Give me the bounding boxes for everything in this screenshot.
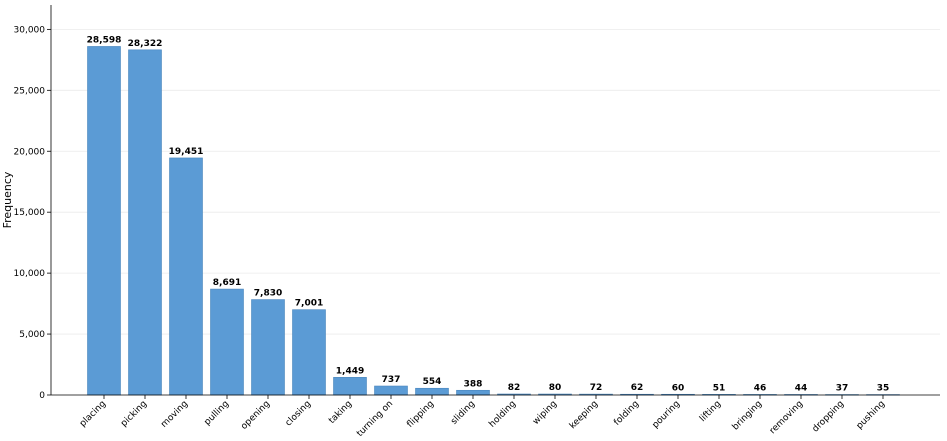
x-tick-label: placing [78,399,108,429]
y-tick-label: 0 [39,391,45,401]
x-tick-label: keeping [568,399,600,431]
bar-flipping [415,387,449,396]
data-label: 7,830 [254,289,282,299]
x-tick-label: picking [119,399,149,429]
data-label: 44 [795,383,808,393]
data-label: 1,449 [336,366,364,376]
data-label: 28,322 [128,39,163,49]
y-axis-ticks: 0 5,000 10,000 15,000 20,000 25,000 30,000 [14,25,51,401]
x-tick-label: turning on [355,399,395,436]
y-tick-label: 20,000 [14,147,46,157]
y-tick-label: 5,000 [19,330,45,340]
axes [50,5,940,396]
y-tick-label: 30,000 [14,25,46,35]
data-label: 46 [754,383,767,393]
x-tick-label: pulling [203,399,232,428]
data-label: 62 [631,383,644,393]
x-tick-label: sliding [449,399,477,427]
x-tick-label: pushing [855,399,887,431]
y-tick-label: 25,000 [14,86,46,96]
data-label: 554 [423,377,442,387]
bar-pulling [210,288,244,396]
data-label: 19,451 [169,147,204,157]
x-tick-label: opening [239,399,272,432]
data-label: 37 [836,384,849,394]
bar-taking [333,377,367,396]
data-labels: 28,598 28,322 19,451 8,691 7,830 7,001 1,449 73… [87,35,890,393]
data-label: 80 [549,383,562,393]
x-tick-label: pouring [651,399,682,430]
data-label: 35 [877,384,890,394]
y-tick-label: 15,000 [14,208,46,218]
bar-closing [292,309,326,396]
x-tick-label: moving [159,399,190,430]
data-label: 28,598 [87,35,122,45]
data-label: 51 [713,383,726,393]
x-axis-ticks: placing picking moving pulling opening closin… [78,395,887,439]
bars [87,46,900,396]
x-tick-label: dropping [811,399,846,434]
x-tick-label: lifting [698,399,723,424]
bar-moving [169,157,203,396]
x-tick-label: bringing [731,399,764,432]
data-label: 8,691 [213,278,241,288]
y-axis-title: Frequency [1,171,14,228]
x-tick-label: removing [768,399,805,436]
y-tick-label: 10,000 [14,269,46,279]
bar-opening [251,299,285,396]
x-tick-label: flipping [405,399,436,430]
data-label: 737 [382,375,401,385]
data-label: 7,001 [295,299,323,309]
data-label: 388 [464,379,483,389]
data-label: 60 [672,383,685,393]
bar-sliding [456,389,490,396]
data-label: 82 [508,383,521,393]
x-tick-label: wiping [531,399,559,427]
x-tick-label: closing [284,399,313,428]
bar-turning-on [374,385,408,396]
x-tick-label: folding [612,399,641,428]
x-tick-label: taking [327,399,354,426]
data-label: 72 [590,383,603,393]
bar-picking [128,49,162,396]
x-tick-label: holding [487,399,518,430]
bar-placing [87,46,121,396]
